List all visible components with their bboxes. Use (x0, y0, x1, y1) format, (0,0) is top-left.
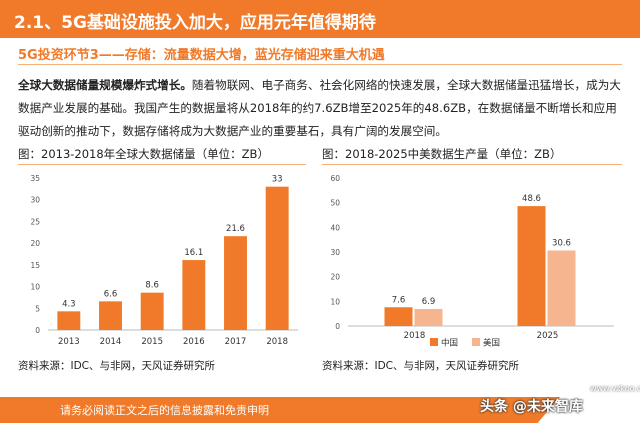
right-source: 资料来源：IDC、与非网，天风证券研究所 (322, 360, 520, 372)
bar (414, 308, 443, 326)
y-tick-label: 30 (330, 248, 340, 257)
y-tick-label: 10 (330, 297, 340, 306)
watermark: 头条 @未来智库 (480, 399, 583, 415)
x-tick-label: 2018 (404, 331, 426, 341)
left-chart: 0 5 10 15 20 25 30 35 4.3 2013 6.6 2014 8.6 2015 16.1 2… (30, 174, 298, 347)
page-title: 2.1、5G基础设施投入加大，应用元年值得期待 (14, 13, 376, 33)
bar (140, 292, 164, 330)
legend-swatch (472, 338, 480, 346)
data-label: 21.6 (226, 224, 245, 234)
paragraph-lead: 全球大数据储量规模爆炸式增长。 (18, 78, 192, 92)
paragraph-body: 随着物联网、电子商务、社会化网络的快速发展，全球大数据储量迅猛增长，成为大数据产… (18, 78, 621, 138)
y-tick-label: 30 (30, 196, 40, 205)
bar (57, 311, 81, 330)
y-tick-label: 5 (35, 304, 40, 313)
legend-label: 中国 (441, 338, 458, 349)
footer-bar (0, 397, 560, 423)
data-label: 48.6 (522, 194, 541, 204)
bar (224, 236, 247, 330)
bar (517, 206, 546, 326)
y-tick-label: 20 (30, 239, 40, 248)
data-label: 16.1 (184, 248, 203, 258)
data-label: 33 (272, 175, 283, 185)
data-label: 7.6 (392, 295, 406, 305)
x-tick-label: 2018 (266, 337, 288, 347)
right-chart-rule (322, 164, 622, 165)
x-tick-label: 2017 (225, 337, 247, 347)
bar (99, 301, 122, 330)
data-label: 30.6 (552, 239, 571, 249)
y-tick-label: 25 (30, 217, 40, 226)
y-tick-label: 40 (330, 223, 340, 232)
y-tick-label: 35 (30, 174, 40, 183)
y-tick-label: 50 (330, 199, 340, 208)
x-tick-label: 2015 (141, 337, 163, 347)
data-label: 6.9 (422, 297, 436, 307)
right-chart-title: 图：2018-2025中美数据生产量（单位：ZB） (322, 147, 562, 161)
right-chart: 0 10 20 30 40 50 60 7.6 6.9 2018 48.6 30.6 2025 中国 美国 (330, 174, 614, 349)
legend-label: 美国 (483, 338, 500, 349)
y-tick-label: 10 (30, 283, 40, 292)
section-subtitle: 5G投资环节3——存储：流量数据大增，蓝光存储迎来重大机遇 (18, 48, 385, 63)
bar (384, 307, 413, 326)
x-tick-label: 2025 (537, 331, 559, 341)
y-tick-label: 0 (335, 322, 340, 331)
bar (547, 250, 576, 326)
x-tick-label: 2014 (100, 337, 122, 347)
y-tick-label: 20 (330, 273, 340, 282)
left-chart-rule (18, 164, 306, 165)
body-paragraph: 全球大数据储量规模爆炸式增长。随着物联网、电子商务、社会化网络的快速发展，全球大… (18, 74, 622, 143)
x-tick-label: 2016 (183, 337, 205, 347)
y-tick-label: 15 (30, 261, 40, 270)
y-tick-label: 0 (35, 326, 40, 335)
bar (265, 186, 289, 330)
watermark-site: www.vzkoo.com (590, 384, 640, 393)
y-tick-label: 60 (330, 174, 340, 183)
data-label: 8.6 (145, 281, 159, 291)
legend-swatch (430, 338, 438, 346)
header-bar: 2.1、5G基础设施投入加大，应用元年值得期待 (0, 0, 640, 38)
bar (182, 260, 206, 330)
footer-disclaimer: 请务必阅读正文之后的信息披露和免责申明 (60, 404, 269, 417)
divider (18, 64, 622, 65)
x-tick-label: 2013 (58, 337, 80, 347)
data-label: 4.3 (62, 299, 76, 309)
left-chart-title: 图：2013-2018年全球大数据储量（单位：ZB） (18, 147, 269, 161)
left-source: 资料来源：IDC、与非网，天风证券研究所 (18, 360, 216, 372)
data-label: 6.6 (104, 289, 118, 299)
